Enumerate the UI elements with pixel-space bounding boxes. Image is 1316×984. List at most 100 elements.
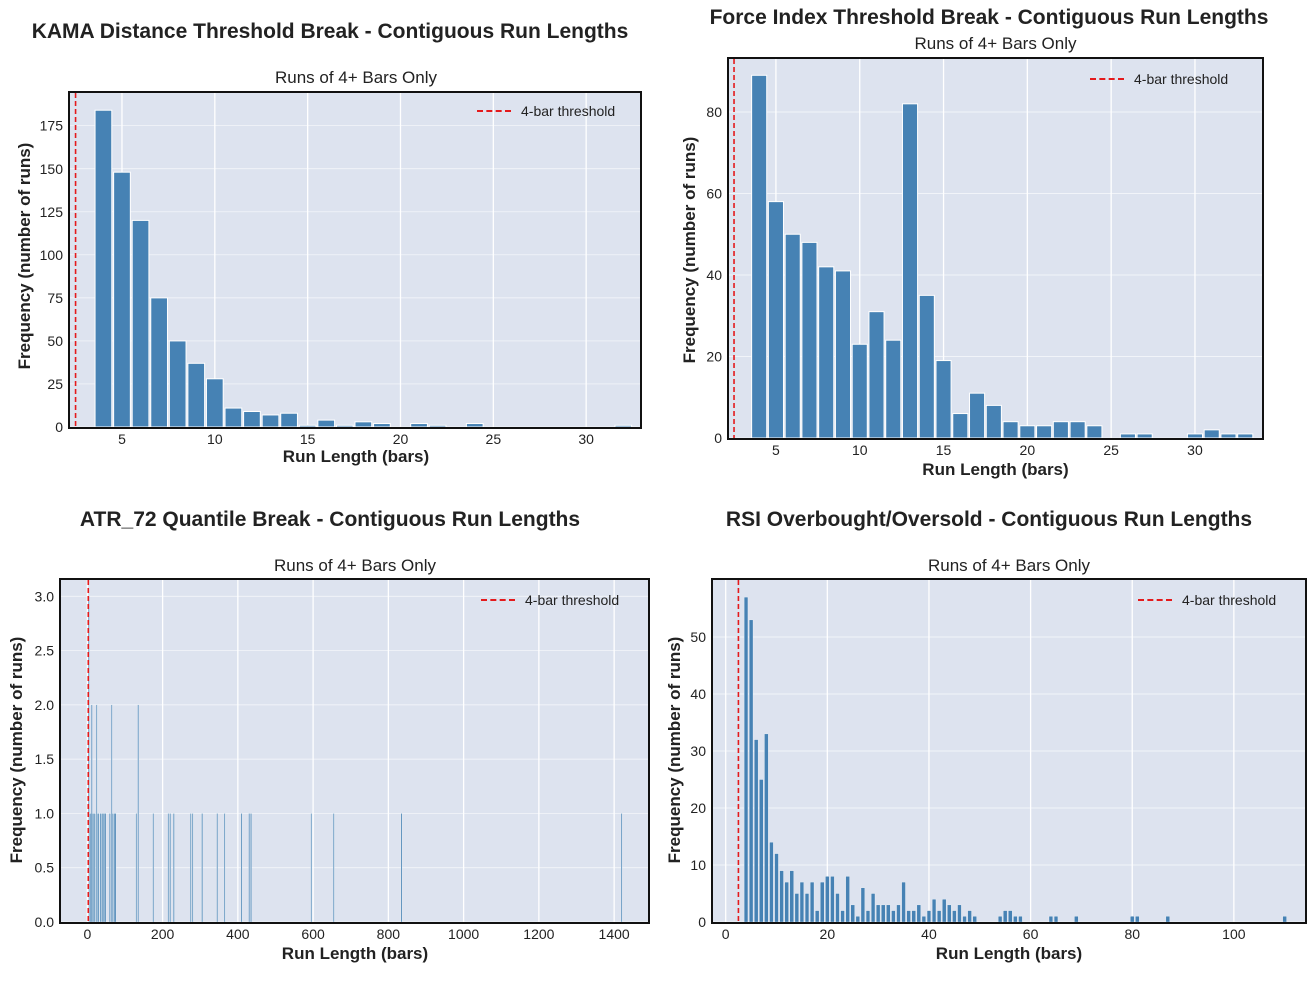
bar [373, 423, 391, 427]
bar [918, 294, 935, 438]
bar [911, 910, 916, 922]
x-tick-label: 20 [393, 431, 409, 447]
x-tick-label: 20 [1020, 442, 1036, 458]
x-tick-label: 600 [301, 926, 325, 942]
bar [310, 813, 312, 922]
bar [749, 619, 754, 922]
bar [891, 910, 896, 922]
bar [896, 904, 901, 922]
bar [240, 813, 243, 922]
bar [845, 876, 850, 922]
legend-label: 4-bar threshold [1134, 71, 1229, 87]
plot-area [68, 91, 642, 429]
x-tick-label: 5 [118, 431, 126, 447]
legend-label: 4-bar threshold [521, 103, 616, 119]
x-tick-label: 15 [300, 431, 316, 447]
bar [860, 887, 865, 922]
bar [92, 813, 94, 922]
y-tick-label: 2.5 [35, 643, 55, 659]
bar [1220, 433, 1237, 438]
bar [835, 893, 840, 922]
bar [114, 813, 117, 922]
bar [94, 813, 96, 922]
bar [901, 881, 906, 922]
bar [886, 904, 891, 922]
bar [754, 739, 759, 922]
bar [216, 813, 218, 922]
bar [224, 407, 243, 427]
bar [815, 910, 820, 922]
bar [935, 360, 952, 438]
x-tick-label: 1000 [448, 926, 479, 942]
bar [113, 813, 116, 922]
y-tick-label: 3.0 [35, 588, 55, 604]
bar [96, 704, 98, 922]
bar [784, 233, 801, 438]
y-tick-label: 0.5 [35, 860, 55, 876]
x-tick-label: 0 [83, 926, 91, 942]
bar [1119, 433, 1136, 438]
y-tick-label: 0 [714, 430, 722, 446]
legend-label: 4-bar threshold [525, 592, 620, 608]
bar [614, 424, 633, 427]
legend-label: 4-bar threshold [1182, 592, 1277, 608]
y-tick-label: 20 [706, 348, 722, 364]
legend: 4-bar threshold [481, 592, 619, 608]
legend-threshold-swatch [481, 599, 515, 601]
bar [1165, 916, 1170, 922]
y-tick-label: 100 [40, 247, 64, 263]
bar [810, 881, 815, 922]
bar [187, 362, 206, 427]
y-tick-label: 150 [40, 161, 64, 177]
plot-svg [61, 580, 648, 922]
bar [191, 813, 194, 922]
legend: 4-bar threshold [477, 103, 615, 119]
plot-area [727, 57, 1264, 440]
chart-subtitle: Runs of 4+ Bars Only [273, 556, 437, 575]
y-axis-label: Frequency (number of runs) [665, 636, 684, 864]
bar [855, 916, 860, 922]
bar [190, 813, 192, 922]
x-tick-label: 10 [852, 442, 868, 458]
bar [1013, 916, 1018, 922]
bar [410, 423, 428, 427]
bar [103, 813, 105, 922]
bar [764, 733, 769, 922]
bar [931, 899, 937, 922]
bar [261, 414, 280, 427]
bar [937, 910, 942, 922]
y-tick-label: 0 [55, 419, 63, 435]
bar [818, 266, 835, 438]
bar [801, 241, 818, 438]
bar [152, 813, 154, 922]
bar [784, 881, 789, 922]
bar [428, 424, 447, 427]
bar [335, 424, 354, 427]
legend-threshold-swatch [477, 110, 511, 112]
bar [333, 813, 335, 922]
bar [1008, 910, 1013, 922]
bar [851, 343, 868, 438]
legend: 4-bar threshold [1138, 592, 1276, 608]
bar [830, 876, 835, 922]
legend-threshold-swatch [1090, 78, 1124, 80]
bar [243, 411, 261, 427]
chart-title: ATR_72 Quantile Break - Contiguous Run L… [79, 508, 581, 531]
bar [354, 421, 373, 427]
bar [1018, 916, 1023, 922]
bar [1074, 916, 1079, 922]
bar [868, 311, 885, 438]
bar [1135, 916, 1140, 922]
bar [769, 842, 774, 922]
bar [91, 704, 93, 922]
chart-title: Force Index Threshold Break - Contiguous… [709, 6, 1269, 29]
bar [465, 423, 484, 427]
y-tick-label: 30 [690, 743, 706, 759]
bar [102, 813, 104, 922]
bar [1203, 429, 1220, 438]
bar [779, 870, 784, 922]
y-tick-label: 40 [690, 686, 706, 702]
x-tick-label: 25 [1103, 442, 1119, 458]
y-axis-label: Frequency (number of runs) [15, 142, 34, 370]
bar [173, 813, 175, 922]
